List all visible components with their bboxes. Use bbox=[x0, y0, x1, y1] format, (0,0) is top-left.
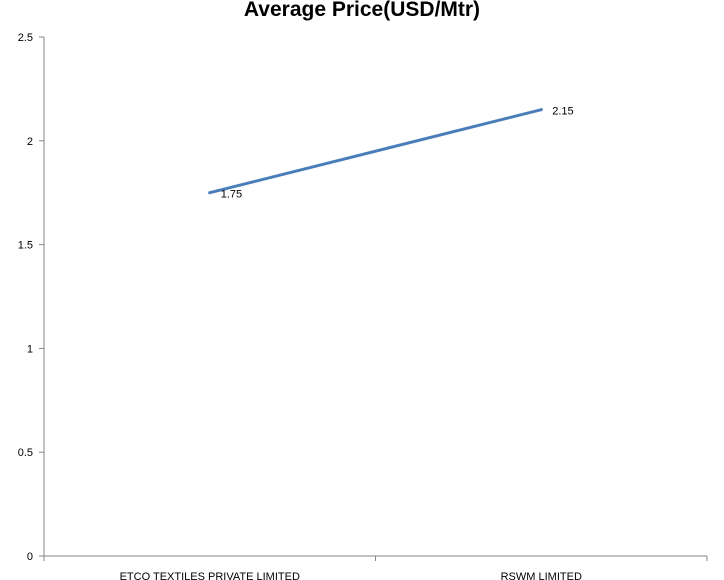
data-label: 1.75 bbox=[221, 189, 242, 201]
chart-title: Average Price(USD/Mtr) bbox=[244, 0, 480, 21]
data-label: 2.15 bbox=[552, 106, 573, 118]
y-tick-label: 2 bbox=[27, 136, 33, 148]
data-point bbox=[539, 108, 543, 112]
data-point bbox=[208, 191, 212, 195]
x-tick-label: RSWM LIMITED bbox=[501, 571, 582, 580]
x-axis-ticks: ETCO TEXTILES PRIVATE LIMITED RSWM LIMITE… bbox=[43, 556, 708, 580]
axes bbox=[43, 37, 707, 557]
series-group bbox=[208, 108, 543, 195]
y-tick-label: 0 bbox=[27, 551, 33, 563]
y-tick-label: 2.5 bbox=[18, 32, 33, 44]
y-axis-ticks: 0 0.5 1 1.5 2 2.5 bbox=[18, 32, 44, 563]
data-labels: 1.75 2.15 bbox=[221, 106, 574, 201]
y-tick-label: 1 bbox=[27, 343, 33, 355]
y-tick-label: 0.5 bbox=[18, 447, 33, 459]
y-tick-label: 1.5 bbox=[18, 240, 33, 252]
series-line bbox=[208, 108, 543, 195]
x-tick-label: ETCO TEXTILES PRIVATE LIMITED bbox=[120, 571, 300, 580]
